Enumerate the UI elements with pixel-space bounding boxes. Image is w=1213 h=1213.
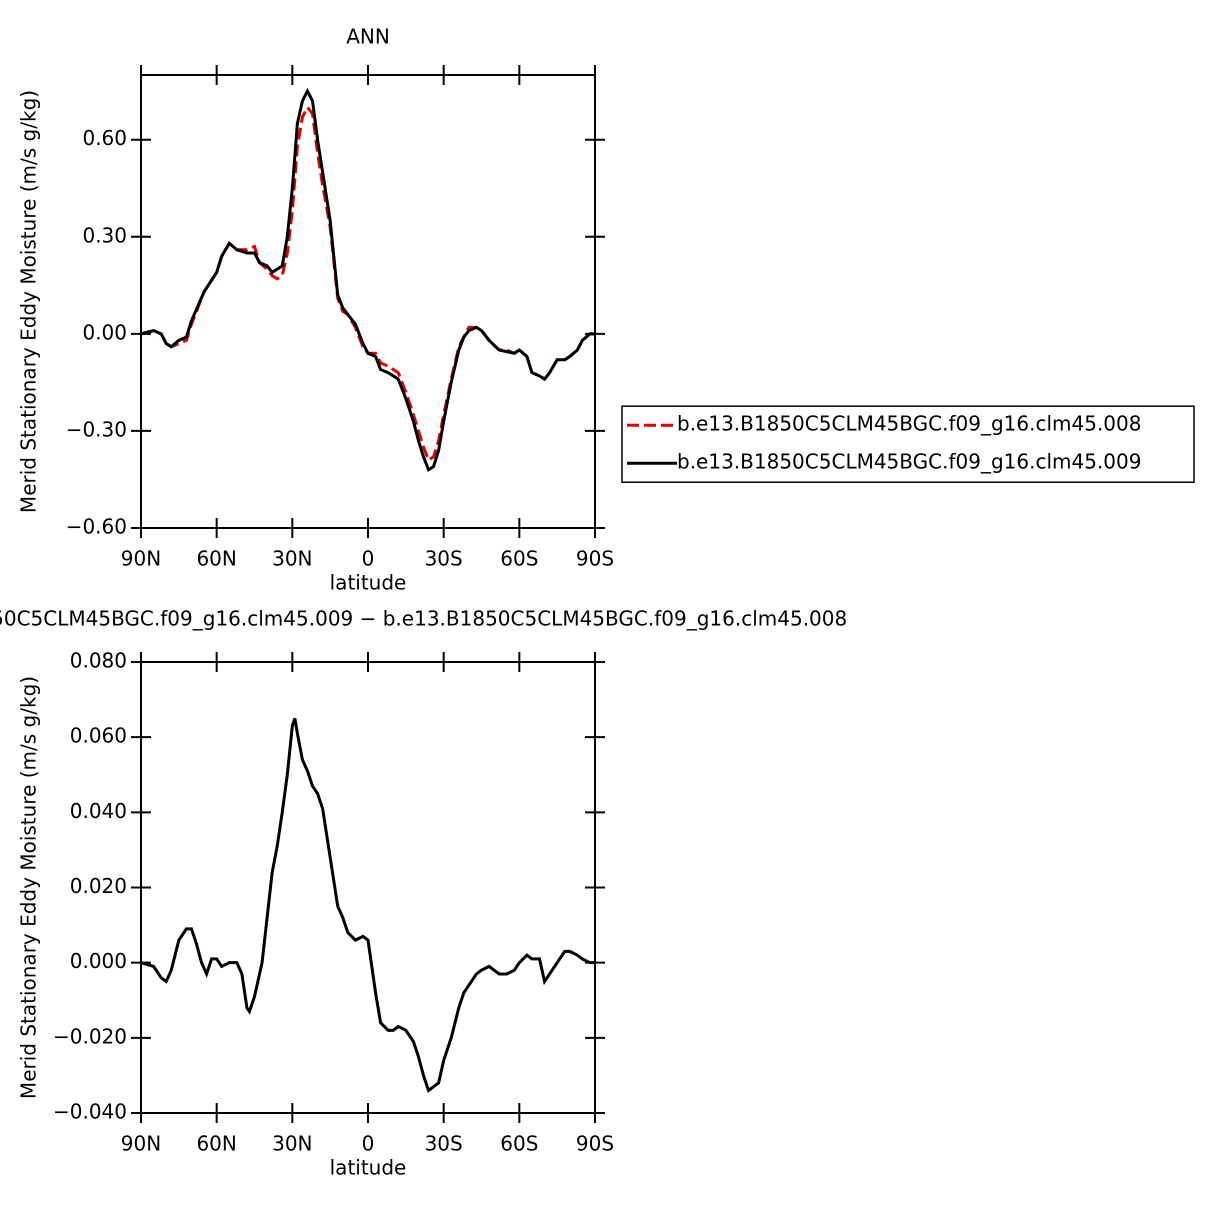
x-tick-label: 60N bbox=[196, 547, 236, 571]
legend-label: b.e13.B1850C5CLM45BGC.f09_g16.clm45.008 bbox=[677, 412, 1141, 436]
x-tick-label: 0 bbox=[362, 547, 375, 571]
y-tick-label: −0.040 bbox=[53, 1100, 127, 1124]
chart-title: b.e13.B1850C5CLM45BGC.f09_g16.clm45.009 … bbox=[0, 607, 847, 631]
x-tick-label: 30N bbox=[272, 1132, 312, 1156]
chart-title: ANN bbox=[346, 25, 390, 49]
y-tick-label: −0.020 bbox=[53, 1024, 127, 1048]
y-tick-label: 0.060 bbox=[70, 724, 127, 748]
y-tick-label: −0.30 bbox=[66, 417, 127, 441]
x-tick-label: 90S bbox=[576, 1132, 614, 1156]
y-tick-label: 0.080 bbox=[70, 649, 127, 673]
x-axis-label: latitude bbox=[330, 571, 407, 595]
data-line bbox=[140, 717, 595, 1093]
y-tick-label: 0.040 bbox=[70, 799, 127, 823]
x-tick-label: 90S bbox=[576, 547, 614, 571]
y-tick-label: 0.020 bbox=[70, 874, 127, 898]
x-tick-label: 60N bbox=[196, 1132, 236, 1156]
x-tick-label: 90N bbox=[121, 547, 161, 571]
x-tick-label: 60S bbox=[500, 547, 538, 571]
y-tick-label: 0.60 bbox=[82, 126, 127, 150]
y-axis-label: Merid Stationary Eddy Moisture (m/s g/kg… bbox=[17, 90, 41, 513]
x-tick-label: 30N bbox=[272, 547, 312, 571]
y-tick-label: 0.000 bbox=[70, 949, 127, 973]
x-tick-label: 60S bbox=[500, 1132, 538, 1156]
y-tick-label: 0.00 bbox=[82, 320, 127, 344]
x-tick-label: 0 bbox=[362, 1132, 375, 1156]
x-tick-label: 30S bbox=[425, 1132, 463, 1156]
legend-box bbox=[621, 405, 1195, 483]
legend-label: b.e13.B1850C5CLM45BGC.f09_g16.clm45.009 bbox=[677, 450, 1141, 474]
x-axis-label: latitude bbox=[330, 1156, 407, 1180]
data-line bbox=[140, 87, 595, 473]
y-tick-label: −0.60 bbox=[66, 515, 127, 539]
plot-frame bbox=[140, 661, 596, 1114]
plot-frame bbox=[140, 74, 596, 529]
y-axis-label: Merid Stationary Eddy Moisture (m/s g/kg… bbox=[17, 676, 41, 1099]
x-tick-label: 90N bbox=[121, 1132, 161, 1156]
x-tick-label: 30S bbox=[425, 547, 463, 571]
y-tick-label: 0.30 bbox=[82, 223, 127, 247]
